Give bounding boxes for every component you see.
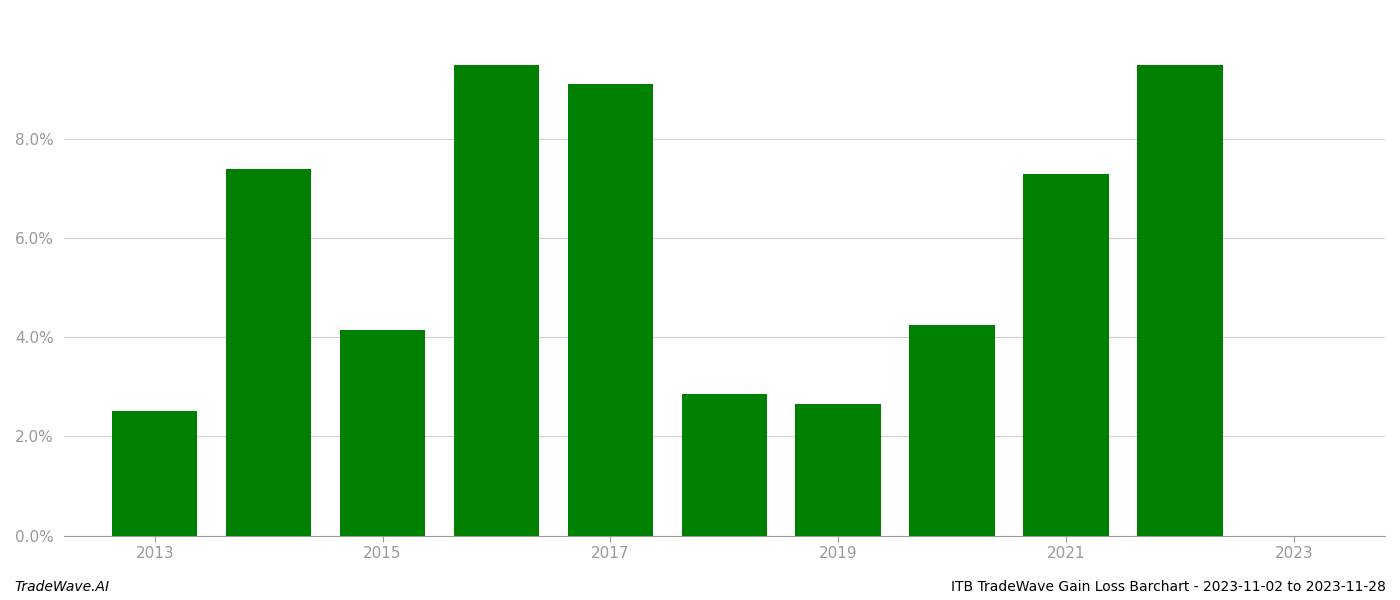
Bar bbox=[1137, 65, 1222, 536]
Bar bbox=[795, 404, 881, 536]
Bar bbox=[340, 330, 426, 536]
Bar bbox=[112, 410, 197, 536]
Bar bbox=[910, 325, 995, 536]
Bar bbox=[225, 169, 311, 536]
Bar bbox=[454, 65, 539, 536]
Bar bbox=[1023, 173, 1109, 536]
Text: ITB TradeWave Gain Loss Barchart - 2023-11-02 to 2023-11-28: ITB TradeWave Gain Loss Barchart - 2023-… bbox=[951, 580, 1386, 594]
Bar bbox=[567, 85, 654, 536]
Text: TradeWave.AI: TradeWave.AI bbox=[14, 580, 109, 594]
Bar bbox=[682, 394, 767, 536]
